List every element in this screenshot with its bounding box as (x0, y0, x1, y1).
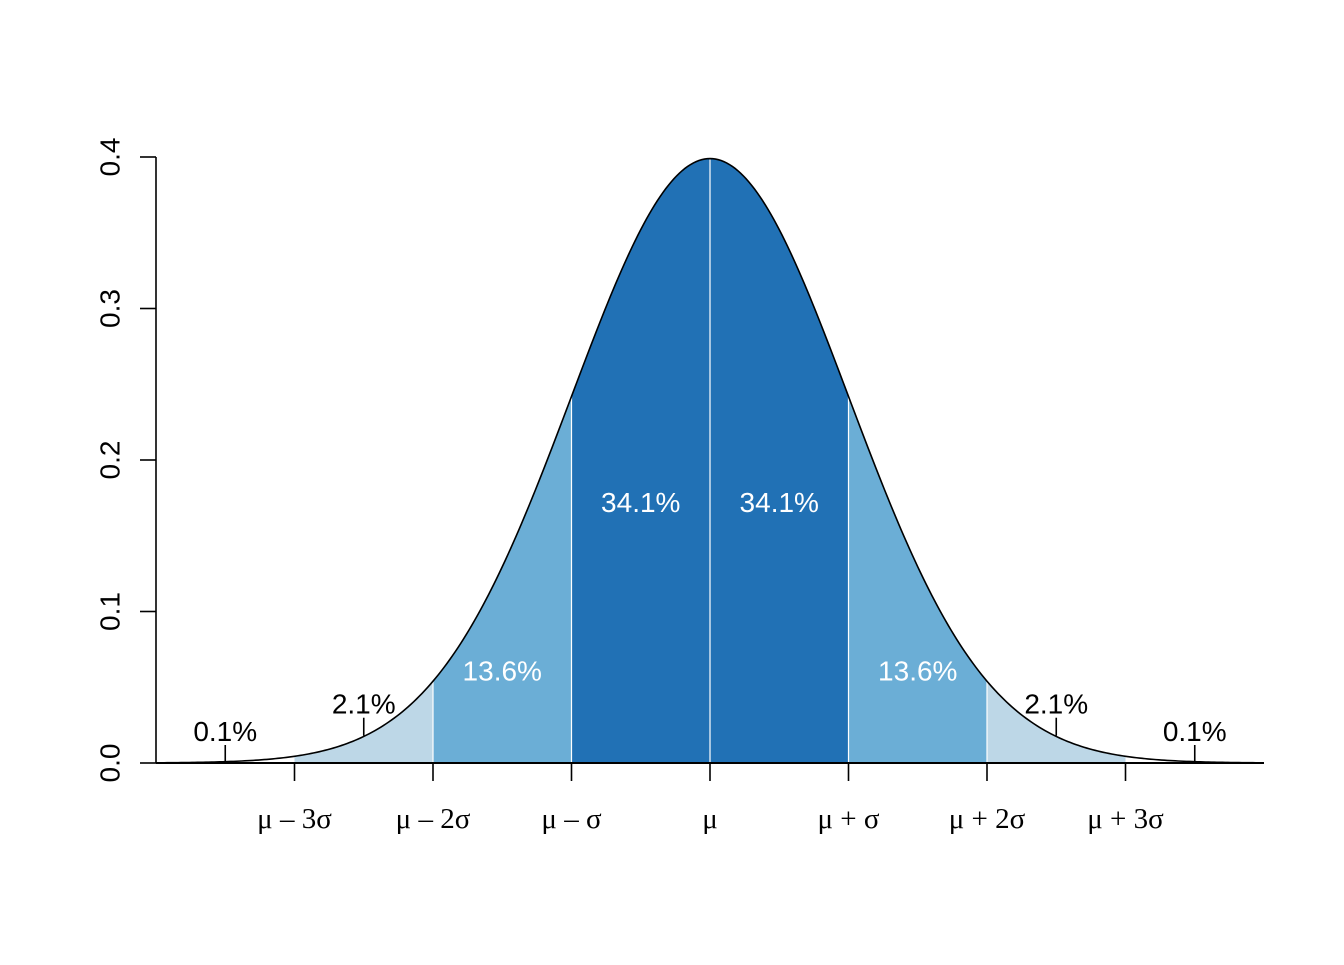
x-tick-label: μ (702, 803, 718, 835)
percent-labels: 0.1% 2.1% 13.6% 34.1% 34.1% 13.6% 2.1% 0.1% (193, 487, 1227, 763)
percent-label: 0.1% (1163, 716, 1227, 747)
y-tick-label: 0.0 (94, 744, 125, 783)
y-tick-label: 0.3 (94, 289, 125, 328)
region-8 (1125, 756, 1264, 763)
region-4 (571, 158, 710, 764)
region-7 (987, 681, 1126, 763)
percent-label: 2.1% (1024, 689, 1088, 720)
region-2 (294, 681, 433, 763)
axes: 0.0 0.1 0.2 0.3 0.4 μ – 3σ μ – 2σ μ – σ μ μ + σ μ … (94, 138, 1264, 835)
region-5 (710, 158, 849, 764)
y-tick-label: 0.4 (94, 138, 125, 177)
percent-label: 13.6% (463, 655, 542, 686)
y-tick-label: 0.2 (94, 441, 125, 480)
percent-label: 34.1% (601, 487, 680, 518)
percent-label: 13.6% (878, 655, 957, 686)
region-1 (156, 756, 295, 763)
x-tick-label: μ + σ (817, 803, 879, 835)
x-tick-label: μ – 2σ (396, 803, 471, 835)
y-tick-label: 0.1 (94, 592, 125, 631)
x-tick-label: μ – σ (541, 803, 602, 835)
x-tick-label: μ + 2σ (949, 803, 1026, 835)
density-curve-layer (155, 157, 1265, 764)
x-tick-label: μ – 3σ (257, 803, 332, 835)
percent-label: 0.1% (193, 716, 257, 747)
percent-label: 34.1% (740, 487, 819, 518)
x-tick-label: μ + 3σ (1087, 803, 1164, 835)
percent-label: 2.1% (332, 689, 396, 720)
region-dividers (432, 158, 988, 763)
density-curve (155, 157, 1265, 764)
